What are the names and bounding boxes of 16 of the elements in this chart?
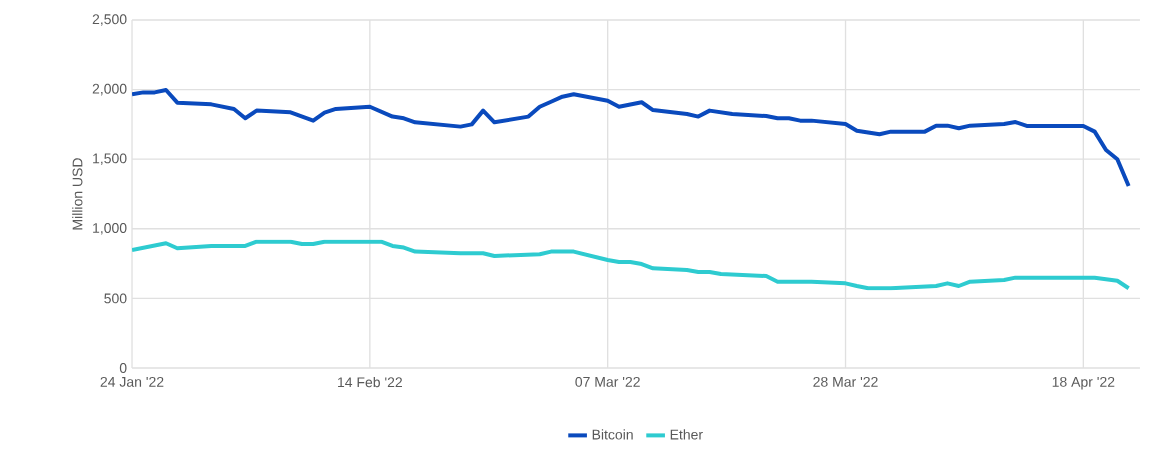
y-tick-label: 1,500 [93,153,127,165]
x-tick-label: 14 Feb '22 [338,376,402,388]
x-tick-label: 07 Mar '22 [575,376,640,387]
legend-label: Ether [670,429,703,440]
y-tick-label: 1,000 [93,223,127,235]
legend-label: Bitcoin [592,429,633,440]
y-tick-label: 0 [119,363,127,373]
x-tick-label: 24 Jan '22 [100,376,164,387]
x-tick-label: 18 Apr '22 [1052,376,1115,390]
line-series [132,88,1131,189]
y-tick-label: 2,000 [92,83,127,96]
y-tick-label: 500 [104,293,127,304]
x-tick-label: 28 Mar '22 [813,376,878,387]
y-axis-title: Million USD [72,158,83,230]
y-tick-label: 2,500 [92,14,127,26]
line-series [132,239,1131,291]
